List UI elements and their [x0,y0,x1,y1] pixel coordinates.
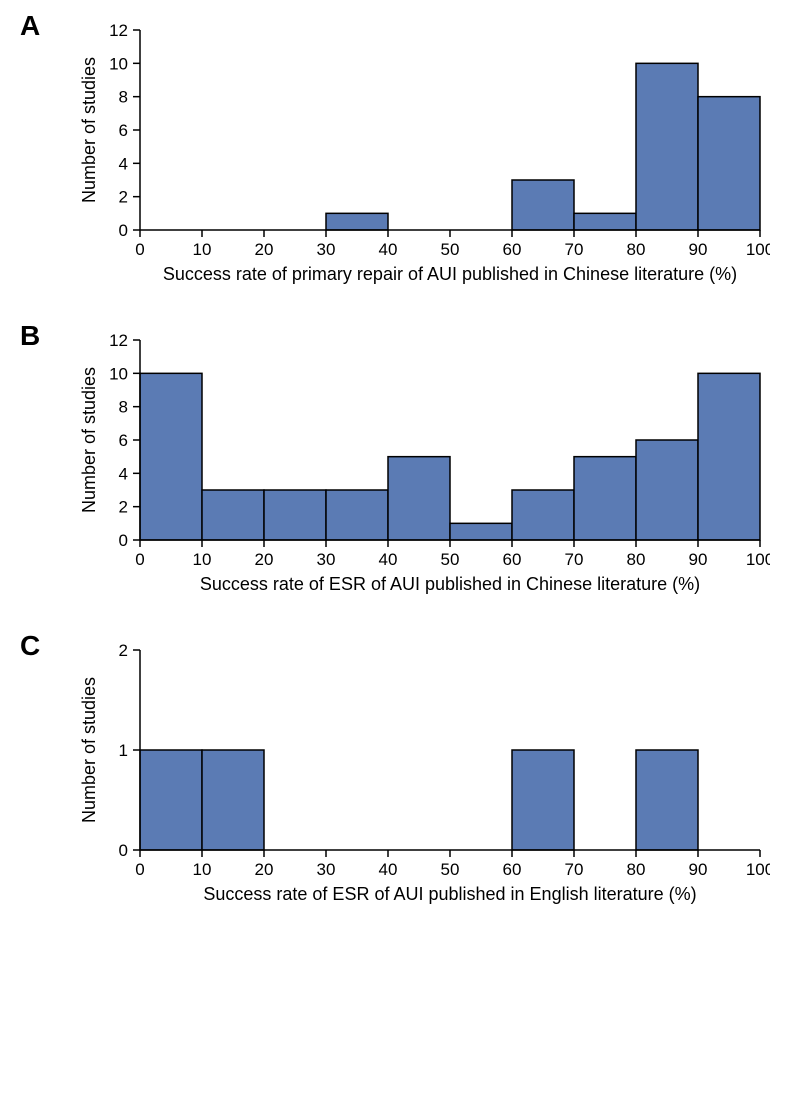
x-tick-label: 30 [317,550,336,569]
bar [574,213,636,230]
bar [574,457,636,540]
x-tick-label: 30 [317,860,336,879]
bar [698,373,760,540]
x-tick-label: 10 [193,550,212,569]
bar [202,490,264,540]
bar [202,750,264,850]
x-tick-label: 70 [565,860,584,879]
x-tick-label: 80 [627,550,646,569]
bar [698,97,760,230]
chart-B: 0 10 20 30 40 50 60 70 80 90 100 0 2 4 6 8 10 12 Success r… [80,330,777,600]
histogram-svg: 0 10 20 30 40 50 60 70 80 90 100 0 2 4 6 8 10 12 Success r… [80,20,770,290]
y-tick-label: 6 [119,121,128,140]
x-tick-label: 80 [627,240,646,259]
y-tick-label: 0 [119,221,128,240]
x-tick-label: 40 [379,550,398,569]
y-tick-label: 8 [119,398,128,417]
y-tick-label: 4 [119,464,128,483]
bar [264,490,326,540]
y-tick-label: 10 [109,54,128,73]
bar [512,180,574,230]
y-tick-label: 0 [119,841,128,860]
x-tick-label: 70 [565,240,584,259]
x-tick-label: 80 [627,860,646,879]
y-axis-title: Number of studies [80,677,99,823]
y-tick-label: 1 [119,741,128,760]
y-tick-label: 2 [119,498,128,517]
bar [636,63,698,230]
y-tick-label: 6 [119,431,128,450]
bar [140,750,202,850]
y-tick-label: 10 [109,364,128,383]
x-tick-label: 30 [317,240,336,259]
x-tick-label: 70 [565,550,584,569]
y-tick-label: 8 [119,88,128,107]
x-tick-label: 20 [255,240,274,259]
x-axis-title: Success rate of ESR of AUI published in … [200,574,700,594]
bar [636,440,698,540]
x-axis-title: Success rate of ESR of AUI published in … [203,884,696,904]
x-tick-label: 50 [441,550,460,569]
panel-label-C: C [20,630,40,662]
x-tick-label: 100 [746,860,770,879]
panel-B: B 0102030405060708090100024681012Success… [20,330,777,600]
x-tick-label: 0 [135,860,144,879]
x-tick-label: 50 [441,240,460,259]
bar [450,523,512,540]
panel-C: C 0102030405060708090100012Success rate … [20,640,777,910]
x-tick-label: 50 [441,860,460,879]
x-tick-label: 60 [503,240,522,259]
y-tick-label: 2 [119,641,128,660]
y-axis-title: Number of studies [80,367,99,513]
x-tick-label: 0 [135,240,144,259]
x-tick-label: 60 [503,550,522,569]
x-tick-label: 60 [503,860,522,879]
x-tick-label: 40 [379,860,398,879]
x-tick-label: 40 [379,240,398,259]
bar [636,750,698,850]
bar [326,490,388,540]
y-tick-label: 12 [109,21,128,40]
x-tick-label: 90 [689,240,708,259]
y-tick-label: 0 [119,531,128,550]
bar [140,373,202,540]
panel-label-A: A [20,10,40,42]
bar [512,490,574,540]
histogram-svg: 0 10 20 30 40 50 60 70 80 90 100 0 2 4 6 8 10 12 Success r… [80,330,770,600]
x-tick-label: 20 [255,860,274,879]
bar [326,213,388,230]
x-tick-label: 10 [193,240,212,259]
y-axis-title: Number of studies [80,57,99,203]
figure-container: A 0102030405060708090100024681012Success… [20,20,777,910]
chart-C: 0 10 20 30 40 50 60 70 80 90 100 0 1 2 Success rate of… [80,640,777,910]
y-tick-label: 12 [109,331,128,350]
y-tick-label: 4 [119,154,128,173]
bar [512,750,574,850]
panel-label-B: B [20,320,40,352]
y-tick-label: 2 [119,188,128,207]
x-axis-title: Success rate of primary repair of AUI pu… [163,264,737,284]
histogram-svg: 0 10 20 30 40 50 60 70 80 90 100 0 1 2 Success rate of… [80,640,770,910]
x-tick-label: 0 [135,550,144,569]
x-tick-label: 10 [193,860,212,879]
bar [388,457,450,540]
x-tick-label: 90 [689,550,708,569]
x-tick-label: 90 [689,860,708,879]
panel-A: A 0102030405060708090100024681012Success… [20,20,777,290]
x-tick-label: 100 [746,240,770,259]
x-tick-label: 100 [746,550,770,569]
chart-A: 0 10 20 30 40 50 60 70 80 90 100 0 2 4 6 8 10 12 Success r… [80,20,777,290]
x-tick-label: 20 [255,550,274,569]
